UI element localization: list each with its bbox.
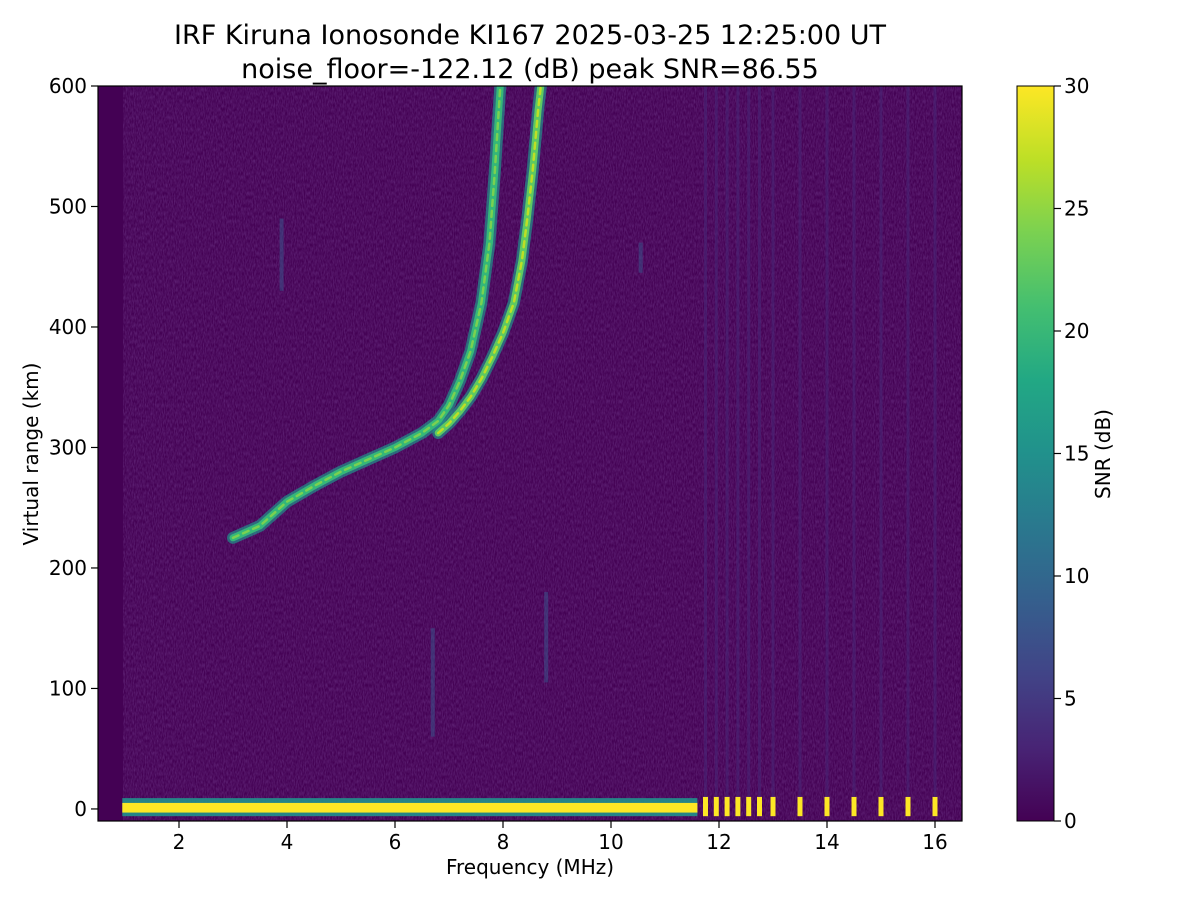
pulse-column [735,796,741,817]
echo-trace-core [436,86,543,435]
pulse-column [905,796,911,817]
x-axis: 2 4 6 8 10 12 14 16 [173,821,948,854]
x-tick-label: 4 [281,830,294,854]
colorbar-label: SNR (dB) [1091,409,1115,499]
faint-streak [430,628,435,737]
colorbar-tick-label: 10 [1064,564,1089,588]
colorbar: 0 5 10 15 20 25 30 SNR (dB) [1016,74,1115,833]
x-tick-label: 12 [706,830,731,854]
y-axis-label: Virtual range (km) [19,363,43,546]
y-tick-label: 300 [49,435,87,459]
pulse-column-trail [725,86,729,797]
pulse-column [746,796,752,817]
pulse-column [724,796,730,817]
pulse-column-trail [771,86,775,797]
colorbar-tick-label: 15 [1064,442,1089,466]
colorbar-tick-label: 30 [1064,74,1089,98]
pulse-column [770,796,776,817]
y-tick-label: 500 [49,194,87,218]
pulse-column [797,796,803,817]
plot-frame [97,85,963,822]
pulse-column-trail [933,86,937,797]
x-tick-label: 8 [497,830,510,854]
pulse-column-trail [825,86,829,797]
y-tick-label: 100 [49,676,87,700]
pulse-column-trail [906,86,910,797]
x-tick-label: 2 [173,830,186,854]
x-tick-label: 14 [814,830,839,854]
x-tick-label: 16 [922,830,947,854]
y-tick-label: 200 [49,556,87,580]
y-tick-label: 400 [49,315,87,339]
x-tick-label: 6 [389,830,402,854]
faint-streak [544,592,549,683]
echo-trace-core [231,86,502,540]
pulse-column-trail [736,86,740,797]
pulse-column-trail [714,86,718,797]
plot-area [97,85,963,822]
pulse-column [703,796,708,817]
pulse-column [932,796,938,817]
faint-streak [638,242,643,273]
pulse-column-trail [758,86,761,797]
pulse-column-trail [852,86,856,797]
chart-title: IRF Kiruna Ionosonde KI167 2025-03-25 12… [174,20,887,51]
pulse-column [824,796,830,817]
pulse-column-trail [879,86,883,797]
x-axis-label: Frequency (MHz) [446,855,614,879]
pulse-column [757,796,762,817]
pulse-column [713,796,719,817]
chart-subtitle: noise_floor=-122.12 (dB) peak SNR=86.55 [241,54,819,85]
pulse-column-trail [798,86,802,797]
colorbar-tick-label: 20 [1064,319,1089,343]
x-tick-label: 10 [598,830,623,854]
faint-streak [279,218,284,291]
pulse-column-trail [747,86,751,797]
y-axis: 0 100 200 300 400 500 600 [49,74,98,821]
colorbar-gradient [1016,85,1055,822]
pulse-column-trail [704,86,707,797]
pulse-column [851,796,857,817]
colorbar-ticks: 0 5 10 15 20 25 30 [1054,74,1089,833]
colorbar-tick-label: 0 [1064,809,1077,833]
ground-echo-band [122,802,698,813]
y-tick-label: 600 [49,74,87,98]
colorbar-tick-label: 25 [1064,197,1089,221]
colorbar-tick-label: 5 [1064,687,1077,711]
y-tick-label: 0 [74,797,87,821]
noise-texture [123,86,962,821]
pulse-column [878,796,884,817]
